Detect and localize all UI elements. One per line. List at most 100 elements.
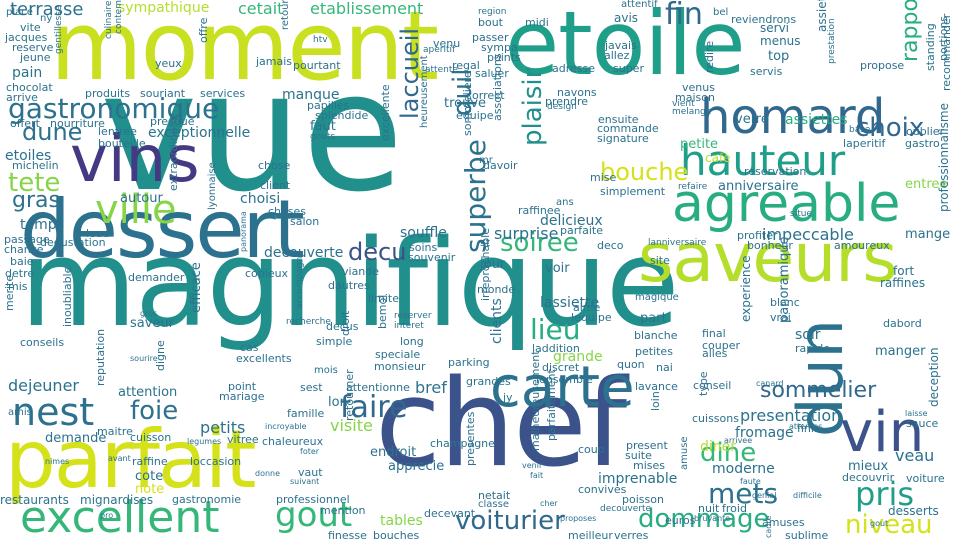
word-agreable: agreable xyxy=(672,174,901,234)
word-propose: propose xyxy=(860,59,905,72)
word-monde: monde xyxy=(477,283,516,296)
word-surprise: surprise xyxy=(494,224,559,243)
word-reservation: reservation xyxy=(744,165,807,178)
word-prendre: prendre xyxy=(545,95,589,108)
word-manque: manque xyxy=(282,87,340,103)
word-equipe: equipe xyxy=(456,109,494,122)
word-lequipe: lequipe xyxy=(571,311,612,324)
word-bref: bref xyxy=(415,378,447,397)
word-associations: associations xyxy=(491,53,504,121)
word-cuisson: cuisson xyxy=(130,431,172,444)
word-restaurants: restaurants xyxy=(0,493,69,507)
word-gastronomique: gastronomique xyxy=(8,92,220,125)
word-situe: situe xyxy=(790,209,812,219)
word-attente: attente xyxy=(425,65,458,75)
word-alles: alles xyxy=(702,347,728,360)
word-exceptionnelle: exceptionnelle xyxy=(148,125,251,141)
word-proposes: proposes xyxy=(560,514,597,523)
word-st: st xyxy=(480,236,491,249)
word-etoile: etoile xyxy=(505,0,746,95)
word-assiettes: assiettes xyxy=(785,112,848,128)
word-clients: clients xyxy=(489,298,505,344)
word-ny: ny xyxy=(40,13,53,24)
word-culinaire: culinaire xyxy=(104,0,114,39)
word-homard: homard xyxy=(700,89,886,145)
word-hauteur: hauteur xyxy=(680,136,846,185)
word-decouvrir: decouvrir xyxy=(842,471,895,484)
word-papilles: papilles xyxy=(307,99,350,112)
word-parking: parking xyxy=(448,356,490,369)
word-dabord: dabord xyxy=(883,317,922,330)
word-terrasse: terrasse xyxy=(10,0,84,20)
word-discret: discret xyxy=(542,361,580,374)
word-pain: pain xyxy=(12,65,43,81)
word-experience: experience xyxy=(739,255,753,322)
word-presque: presque xyxy=(150,115,195,128)
word-magique: magique xyxy=(635,292,679,303)
word-coup: coup xyxy=(578,443,605,456)
word-chose: chose xyxy=(258,159,291,172)
word-etablissement: etablissement xyxy=(310,0,424,18)
word-interet: interet xyxy=(394,321,424,331)
word-gout: gout xyxy=(275,495,353,535)
word-dine: dine xyxy=(700,438,757,468)
word-sest: sest xyxy=(300,381,323,394)
word-decouverte: decouverte xyxy=(264,245,344,261)
word-veau: veau xyxy=(895,446,935,465)
word-aime: aime xyxy=(573,301,601,314)
word-finir: finir xyxy=(797,422,819,435)
word-navons: navons xyxy=(557,86,597,99)
word-grande: grande xyxy=(553,349,603,365)
word-limite: limite xyxy=(368,292,399,305)
word-petite: petite xyxy=(680,137,719,152)
word-signature: signature xyxy=(597,132,649,145)
word-midi: midi xyxy=(525,16,549,29)
word-laddition: laddition xyxy=(532,342,580,355)
word-famille: famille xyxy=(287,407,325,420)
word-salon: salon xyxy=(290,215,320,228)
word-recherche: recherche xyxy=(286,317,331,327)
word-simple: simple xyxy=(316,335,353,348)
word-vaut: vaut xyxy=(298,466,323,479)
word-speciale: speciale xyxy=(375,348,421,361)
word-nourriture: nourriture xyxy=(50,117,105,130)
word-points: points xyxy=(487,51,521,64)
word-retourner: retourner xyxy=(343,369,356,421)
word-professionnalisme: professionnalisme xyxy=(937,103,951,212)
word-quon: quon xyxy=(617,358,645,371)
word-aperitif: aperitif xyxy=(423,45,456,55)
word-incroyable: incroyable xyxy=(265,422,307,431)
word-cher: cher xyxy=(540,499,558,508)
word-temps: temps xyxy=(20,217,64,233)
word-leau: leau xyxy=(86,227,110,240)
word-avis: avis xyxy=(614,11,639,25)
word-mis: mis xyxy=(8,280,28,293)
word-lentree: lentree xyxy=(98,125,137,138)
word-prestation: prestation xyxy=(827,18,837,64)
word-souvenir: souvenir xyxy=(408,251,456,264)
word-presentes: presentes xyxy=(464,411,477,466)
word-offre: offre xyxy=(197,17,210,43)
word-jeune: jeune xyxy=(20,51,51,64)
word-allez: allez xyxy=(604,49,630,62)
word-autour: autour xyxy=(120,191,163,206)
word-foter: foter xyxy=(300,447,320,456)
word-degustation: degustation xyxy=(40,236,106,249)
word-delicieux: delicieux xyxy=(540,213,603,229)
word-attentes: attentes xyxy=(789,422,823,431)
word-vin: vin xyxy=(840,400,925,465)
word-bout: bout xyxy=(478,16,503,29)
word-maitre: maitre xyxy=(97,425,133,438)
word-reviendrons: reviendrons xyxy=(731,13,797,26)
word-niveau: niveau xyxy=(845,510,933,540)
word-cuissons: cuissons xyxy=(692,412,739,425)
word-note: note xyxy=(135,482,165,497)
word-demande: demande xyxy=(45,431,107,446)
word-venu: venu xyxy=(433,37,461,50)
word-lavance: lavance xyxy=(635,380,678,393)
word-splendide: splendide xyxy=(315,109,369,122)
word-apprecie: apprecie xyxy=(388,459,445,474)
word-amuse: amuse xyxy=(679,436,690,470)
word-recommander: recommander xyxy=(940,13,953,91)
word-super: super xyxy=(613,62,644,75)
